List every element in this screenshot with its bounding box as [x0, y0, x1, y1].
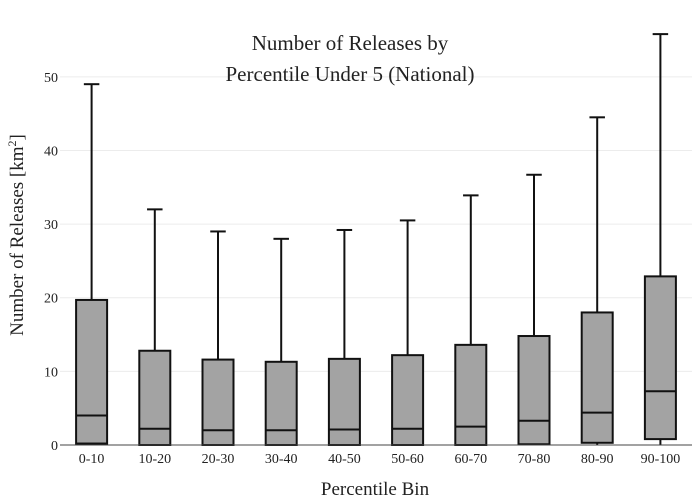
x-tick-label: 10-20: [138, 452, 171, 467]
x-tick-label: 50-60: [391, 452, 424, 467]
box-30-40: [264, 237, 298, 447]
box-20-30: [201, 230, 235, 446]
y-tick-label: 40: [44, 144, 58, 159]
box-iqr: [201, 358, 235, 446]
box-iqr: [75, 298, 109, 445]
y-tick-label: 50: [44, 71, 58, 86]
box-0-10: [75, 83, 109, 445]
boxes-layer: [75, 33, 677, 447]
y-axis-label: Number of Releases [km2]: [5, 134, 28, 336]
x-tick-label: 30-40: [265, 452, 298, 467]
box-iqr: [580, 311, 614, 444]
y-axis-label-superscript: 2: [5, 140, 19, 146]
y-axis-label-end: ]: [7, 134, 28, 140]
box-90-100: [643, 33, 677, 445]
x-tick-label: 40-50: [328, 452, 361, 467]
box-10-20: [138, 208, 172, 446]
box-iqr: [454, 343, 488, 447]
x-tick-label: 60-70: [454, 452, 487, 467]
box-iqr: [138, 349, 172, 446]
y-tick-label: 30: [44, 218, 58, 233]
y-tick-label: 20: [44, 292, 58, 307]
x-tick-label: 20-30: [202, 452, 235, 467]
box-50-60: [391, 219, 425, 446]
box-60-70: [454, 194, 488, 447]
box-iqr: [327, 357, 361, 447]
x-tick-label: 90-100: [641, 452, 681, 467]
box-40-50: [327, 228, 361, 447]
x-tick-label: 70-80: [518, 452, 551, 467]
y-axis-label-main: Number of Releases [km: [7, 146, 28, 336]
x-tick-label: 0-10: [79, 452, 105, 467]
box-80-90: [580, 116, 614, 445]
box-iqr: [517, 335, 551, 446]
x-tick-label: 80-90: [581, 452, 614, 467]
x-axis-label: Percentile Bin: [321, 479, 430, 500]
y-tick-label: 10: [44, 365, 58, 380]
box-iqr: [264, 360, 298, 447]
y-tick-label: 0: [51, 439, 58, 454]
chart-title-line-2: Percentile Under 5 (National): [226, 62, 475, 86]
box-70-80: [517, 173, 551, 446]
chart-title-line-1: Number of Releases by: [252, 31, 449, 55]
box-iqr: [391, 354, 425, 446]
box-iqr: [643, 275, 677, 441]
axis-layer: 0 10 20 30 40 50 0-10 10-20 20-30 30-40 40-50 50-60…: [44, 71, 692, 467]
